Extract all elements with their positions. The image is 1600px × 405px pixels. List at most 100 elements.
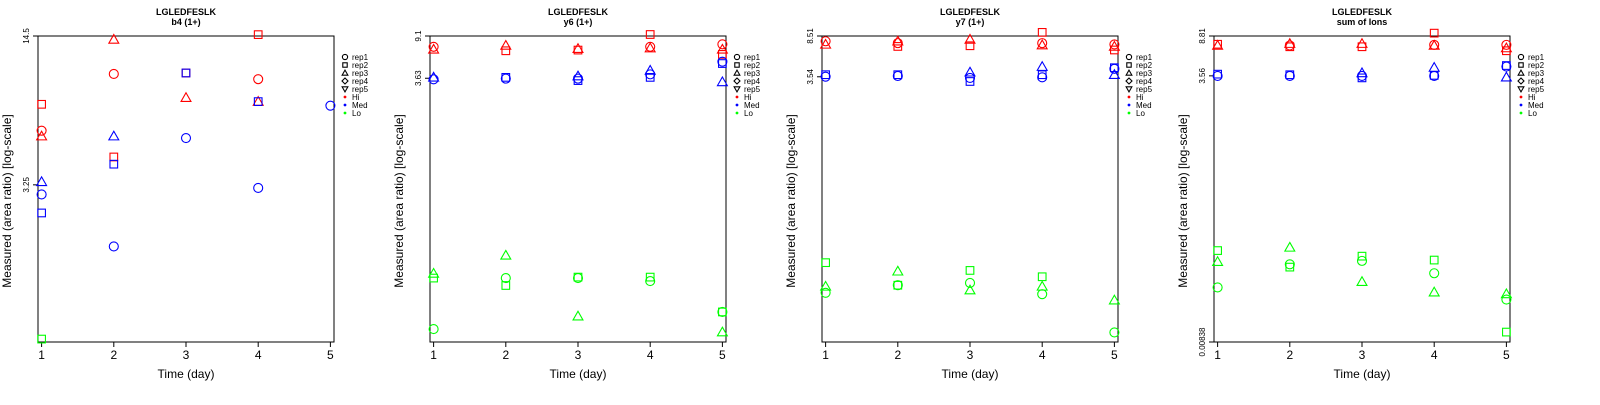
- legend-dot-lo: [735, 111, 739, 115]
- legend-dot-med: [735, 103, 739, 107]
- chart-panel-3: LGLEDFESLK y7 (1+) 1 2 3 4 5 Time (day) 8.51 3.54…: [784, 0, 1184, 400]
- data-point-med-rep1: [1212, 70, 1223, 82]
- x-tick-label: 4: [1039, 348, 1046, 362]
- data-point-lo-rep2: [1213, 246, 1222, 255]
- x-tick-label: 2: [502, 348, 509, 362]
- y-axis-title: Measured (area ratio) [log-scale]: [392, 114, 406, 287]
- legend-symbol-rep4: [733, 77, 741, 85]
- legend-label-rep1: rep1: [1136, 53, 1153, 62]
- y-tick-label: 3.56: [1198, 68, 1207, 84]
- legend-label-hi: Hi: [352, 93, 360, 102]
- data-point-med-rep2: [718, 59, 727, 68]
- data-point-med-rep2: [253, 97, 263, 106]
- data-point-hi-rep3: [499, 39, 512, 50]
- legend-symbol-rep5: [733, 86, 741, 93]
- data-point-hi-rep1: [717, 39, 728, 50]
- data-point-lo-rep2: [893, 280, 903, 290]
- legend-dot-hi: [1127, 95, 1131, 99]
- chart-subtitle: sum of Ions: [1337, 17, 1388, 27]
- data-point-hi-rep3: [107, 33, 120, 44]
- x-tick-label: 2: [894, 348, 901, 362]
- data-point-lo-rep3: [891, 265, 904, 276]
- data-point-med-rep1: [180, 133, 192, 144]
- data-point-med-rep2: [645, 72, 655, 82]
- data-point-lo-rep1: [572, 273, 584, 284]
- legend-label-rep1: rep1: [1528, 53, 1545, 62]
- data-point-med-rep1: [108, 241, 119, 252]
- data-point-hi-rep1: [36, 125, 47, 136]
- legend-label-rep5: rep5: [352, 85, 369, 94]
- x-axis-title: Time (day): [1334, 367, 1391, 381]
- chart-panel-2: LGLEDFESLK y6 (1+) 1 2 3 4 5 Time (day) 9.1 3.63 M…: [392, 0, 792, 400]
- legend-label-hi: Hi: [1136, 93, 1144, 102]
- x-tick-label: 5: [719, 348, 726, 362]
- data-point-lo-rep2: [501, 281, 511, 290]
- chart-subtitle: y6 (1+): [564, 17, 593, 27]
- data-point-med-rep1: [36, 189, 47, 200]
- data-point-hi-rep3: [1211, 39, 1224, 50]
- x-tick-label: 1: [1214, 348, 1221, 362]
- legend-dot-hi: [1519, 95, 1523, 99]
- data-point-lo-rep2: [1429, 255, 1439, 265]
- data-point-lo-rep1: [1109, 327, 1120, 338]
- legend-label-rep4: rep4: [1136, 77, 1153, 86]
- data-point-med-rep3: [427, 71, 440, 82]
- data-point-hi-rep1: [1284, 40, 1295, 51]
- legend-symbol-rep1: [1517, 53, 1525, 61]
- data-point-lo-rep3: [819, 280, 832, 291]
- data-point-med-rep2: [501, 72, 511, 82]
- y-tick-label: 9.1: [414, 30, 423, 42]
- data-point-med-rep1: [572, 73, 584, 84]
- legend-symbol-rep2: [734, 62, 740, 68]
- chart-title: LGLEDFESLK: [156, 7, 216, 17]
- legend-label-hi: Hi: [744, 93, 752, 102]
- data-point-hi-rep1: [1501, 39, 1512, 50]
- y-tick-label: 14.5: [22, 28, 31, 44]
- data-point-hi-rep1: [253, 74, 264, 85]
- data-point-med-rep3: [1036, 60, 1049, 71]
- legend-symbol-rep5: [1125, 86, 1133, 93]
- data-point-med-rep1: [428, 74, 439, 85]
- data-point-hi-rep2: [1357, 42, 1367, 52]
- legend-dot-med: [343, 103, 347, 107]
- legend-symbol-rep1: [733, 53, 741, 61]
- legend-symbol-rep4: [1125, 77, 1133, 85]
- data-point-hi-rep2: [645, 30, 655, 39]
- legend-label-rep2: rep2: [1136, 61, 1153, 70]
- data-point-hi-rep2: [1285, 42, 1295, 52]
- x-tick-label: 5: [327, 348, 334, 362]
- chart-title: LGLEDFESLK: [940, 7, 1000, 17]
- data-point-med-rep3: [716, 75, 729, 87]
- x-tick-label: 2: [110, 348, 117, 362]
- data-point-med-rep2: [573, 76, 583, 85]
- y-tick-label: 3.25: [22, 177, 31, 193]
- data-point-lo-rep1: [500, 273, 511, 284]
- data-point-lo-rep2: [1285, 262, 1295, 272]
- legend-label-rep1: rep1: [744, 53, 761, 62]
- legend-dot-lo: [1127, 111, 1131, 115]
- y-tick-label: 0.00838: [1198, 327, 1207, 356]
- data-point-lo-rep3: [427, 267, 440, 278]
- data-point-lo-rep2: [718, 307, 727, 317]
- data-point-med-rep2: [37, 208, 46, 218]
- legend-dot-med: [1127, 103, 1131, 107]
- legend-label-hi: Hi: [1528, 93, 1536, 102]
- legend-label-rep5: rep5: [1528, 85, 1545, 94]
- data-point-med-rep3: [35, 175, 48, 187]
- x-tick-label: 4: [647, 348, 654, 362]
- data-point-med-rep1: [820, 71, 831, 82]
- x-tick-label: 3: [183, 348, 190, 362]
- chart-panel-1: LGLEDFESLK b4 (1+) 1 2 3 4 5 Time (day) 14.5 3.25…: [0, 0, 400, 400]
- plot-frame: [821, 35, 1119, 343]
- data-point-hi-rep2: [718, 50, 727, 59]
- legend-symbol-rep4: [341, 77, 349, 85]
- data-point-hi-rep2: [573, 45, 583, 55]
- legend-dot-med: [1519, 103, 1523, 107]
- chart-subtitle: b4 (1+): [171, 17, 200, 27]
- data-point-hi-rep2: [1037, 27, 1047, 37]
- data-point-med-rep2: [181, 68, 191, 78]
- data-point-hi-rep2: [181, 68, 191, 78]
